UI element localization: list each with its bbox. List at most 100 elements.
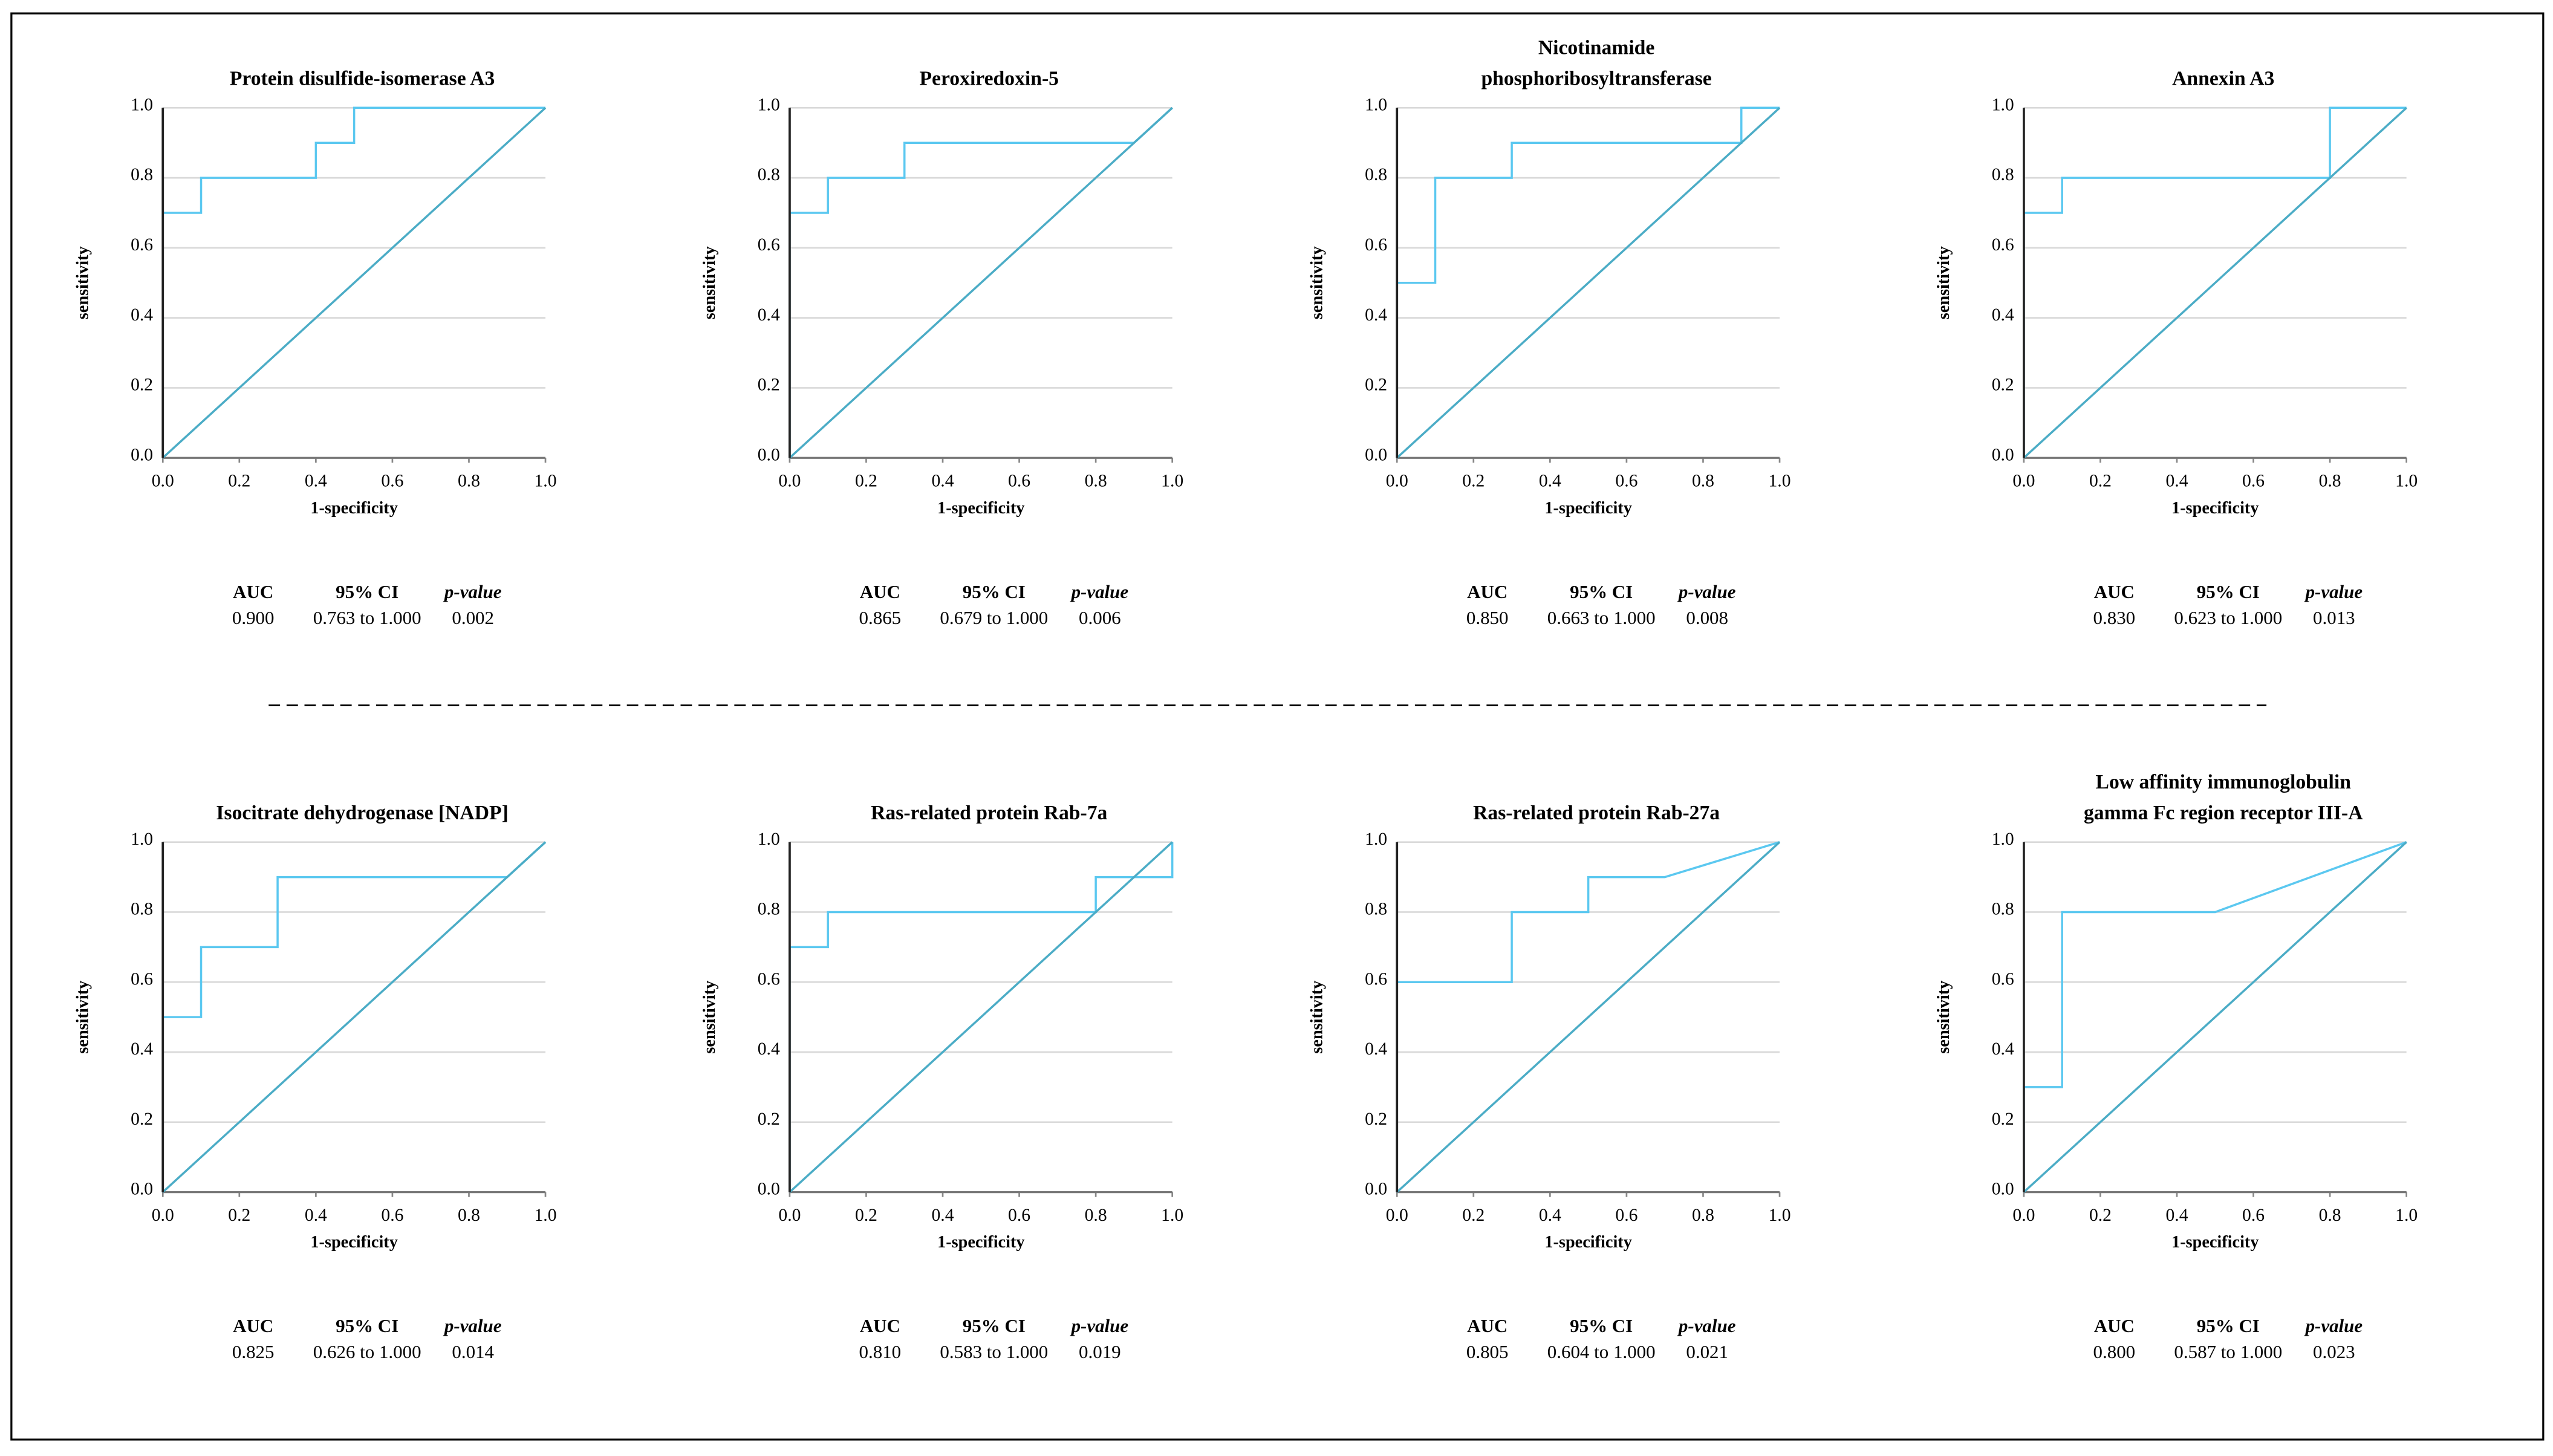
x-tick-label: 0.4: [2166, 1206, 2188, 1225]
x-tick-label: 0.8: [1692, 1206, 1714, 1225]
stats-header: AUC: [860, 581, 900, 602]
reference-line: [789, 107, 1173, 459]
y-tick-label: 0.2: [758, 1110, 780, 1129]
y-tick-label: 0.2: [131, 375, 153, 395]
stats-header: 95% CI: [336, 581, 398, 602]
stats-value: 0.006: [1079, 607, 1121, 628]
x-tick-label: 0.4: [932, 471, 954, 490]
stats-header: 95% CI: [1570, 1315, 1633, 1336]
y-tick-label: 0.6: [1365, 969, 1387, 989]
x-axis-label: 1-specificity: [1544, 1233, 1631, 1252]
x-tick-label: 0.8: [458, 471, 480, 490]
x-tick-label: 0.4: [305, 471, 327, 490]
stats-value: 0.583 to 1.000: [940, 1341, 1048, 1362]
y-tick-label: 0.2: [1365, 375, 1387, 395]
x-tick-label: 0.6: [381, 471, 403, 490]
x-tick-label: 0.8: [1085, 1206, 1107, 1225]
y-tick-label: 0.6: [1992, 235, 2014, 255]
roc-curve: [1396, 106, 1780, 458]
stats-header: 95% CI: [2197, 581, 2260, 602]
y-tick-label: 0.0: [131, 1180, 153, 1199]
y-tick-label: 0.0: [1992, 1180, 2014, 1199]
reference-line: [1396, 841, 1781, 1193]
roc-panel: Protein disulfide-isomerase A3 0.0 0.2 0.4 0…: [73, 68, 556, 628]
x-tick-label: 0.4: [2166, 471, 2188, 490]
x-tick-label: 0.6: [1615, 1206, 1637, 1225]
x-tick-label: 0.6: [2242, 1206, 2265, 1225]
x-tick-label: 0.4: [932, 1206, 954, 1225]
stats-header: p-value: [1677, 1315, 1736, 1336]
chart-title: phosphoribosyltransferase: [1481, 68, 1711, 90]
roc-panel: Ras-related protein Rab-27a0.00.20.40.60…: [1307, 802, 1790, 1362]
chart-title: Protein disulfide-isomerase A3: [230, 68, 495, 90]
reference-line: [2023, 841, 2407, 1193]
x-tick-label: 0.2: [1462, 471, 1485, 490]
x-tick-label: 0.4: [1539, 471, 1561, 490]
x-tick-label: 1.0: [535, 1206, 557, 1225]
y-tick-label: 0.4: [758, 305, 780, 325]
chart-title: Low affinity immunoglobulin: [2096, 771, 2352, 793]
y-tick-label: 1.0: [1992, 95, 2014, 114]
y-tick-label: 0.8: [1365, 165, 1387, 184]
stats-value: 0.623 to 1.000: [2174, 607, 2282, 628]
y-tick-label: 0.8: [1992, 165, 2014, 184]
x-tick-label: 0.0: [2012, 471, 2035, 490]
stats-value: 0.587 to 1.000: [2174, 1341, 2282, 1362]
x-tick-label: 0.0: [778, 1206, 801, 1225]
y-tick-label: 0.0: [758, 1180, 780, 1199]
y-axis-label: sensitivity: [1934, 981, 1953, 1054]
stats-value: 0.800: [2093, 1341, 2136, 1362]
roc-panel: Low affinity immunoglobulin gamma Fc regi…: [1934, 771, 2418, 1362]
roc-panel: Ras-related protein Rab-7a 0.0 0.2 0.4 0.6 0.…: [700, 802, 1183, 1362]
y-axis-label: sensitivity: [73, 246, 92, 319]
stats-header: AUC: [2094, 581, 2135, 602]
stats-value: 0.021: [1686, 1341, 1728, 1362]
y-tick-label: 0.4: [1992, 305, 2014, 325]
x-tick-label: 0.8: [2319, 1206, 2341, 1225]
stats-header: AUC: [1467, 581, 1507, 602]
y-tick-label: 0.0: [1992, 445, 2014, 464]
x-tick-label: 0.2: [855, 471, 877, 490]
roc-panel: Annexin A3 0.0 0.2 0.4 0.6 0.8 1.0 0.0 0.2 0.4 0.6…: [1934, 68, 2418, 628]
x-tick-label: 1.0: [1161, 471, 1183, 490]
x-tick-label: 0.2: [1462, 1206, 1485, 1225]
x-tick-label: 0.6: [1008, 1206, 1030, 1225]
stats-value: 0.626 to 1.000: [313, 1341, 421, 1362]
stats-header: AUC: [233, 1315, 273, 1336]
y-axis-label: sensitivity: [1307, 246, 1326, 319]
x-axis-label: 1-specificity: [937, 1233, 1024, 1252]
y-tick-label: 0.6: [131, 235, 153, 255]
stats-value: 0.023: [2313, 1341, 2355, 1362]
y-tick-label: 1.0: [758, 95, 780, 114]
y-tick-label: 0.8: [758, 165, 780, 184]
y-axis-label: sensitivity: [700, 246, 719, 319]
x-tick-label: 1.0: [1161, 1206, 1183, 1225]
roc-curve: [789, 842, 1174, 1192]
y-tick-label: 0.6: [1365, 235, 1387, 255]
stats-header: 95% CI: [963, 1315, 1026, 1336]
chart-title: Isocitrate dehydrogenase [NADP]: [216, 802, 508, 824]
y-tick-label: 0.6: [758, 969, 780, 989]
roc-panel: Isocitrate dehydrogenase [NADP] 0.0 0.2 0.4…: [73, 802, 556, 1362]
x-tick-label: 0.8: [1085, 471, 1107, 490]
stats-value: 0.014: [452, 1341, 494, 1362]
stats-value: 0.763 to 1.000: [313, 607, 421, 628]
chart-title: Ras-related protein Rab-27a: [1473, 802, 1720, 824]
x-tick-label: 1.0: [2395, 471, 2418, 490]
roc-curve: [161, 841, 547, 1192]
stats-header: p-value: [1677, 581, 1736, 602]
stats-header: AUC: [1467, 1315, 1507, 1336]
stats-value: 0.002: [452, 607, 494, 628]
y-tick-label: 0.0: [1365, 1180, 1387, 1199]
y-axis-label: sensitivity: [73, 981, 92, 1054]
y-tick-label: 0.8: [1365, 900, 1387, 919]
y-tick-label: 0.8: [758, 900, 780, 919]
x-axis-label: 1-specificity: [1544, 499, 1631, 518]
stats-header: p-value: [1070, 1315, 1129, 1336]
y-tick-label: 0.4: [1992, 1039, 2014, 1059]
y-tick-label: 1.0: [131, 95, 153, 114]
x-tick-label: 0.0: [1386, 471, 1408, 490]
x-axis-label: 1-specificity: [310, 1233, 397, 1252]
x-tick-label: 0.6: [381, 1206, 403, 1225]
